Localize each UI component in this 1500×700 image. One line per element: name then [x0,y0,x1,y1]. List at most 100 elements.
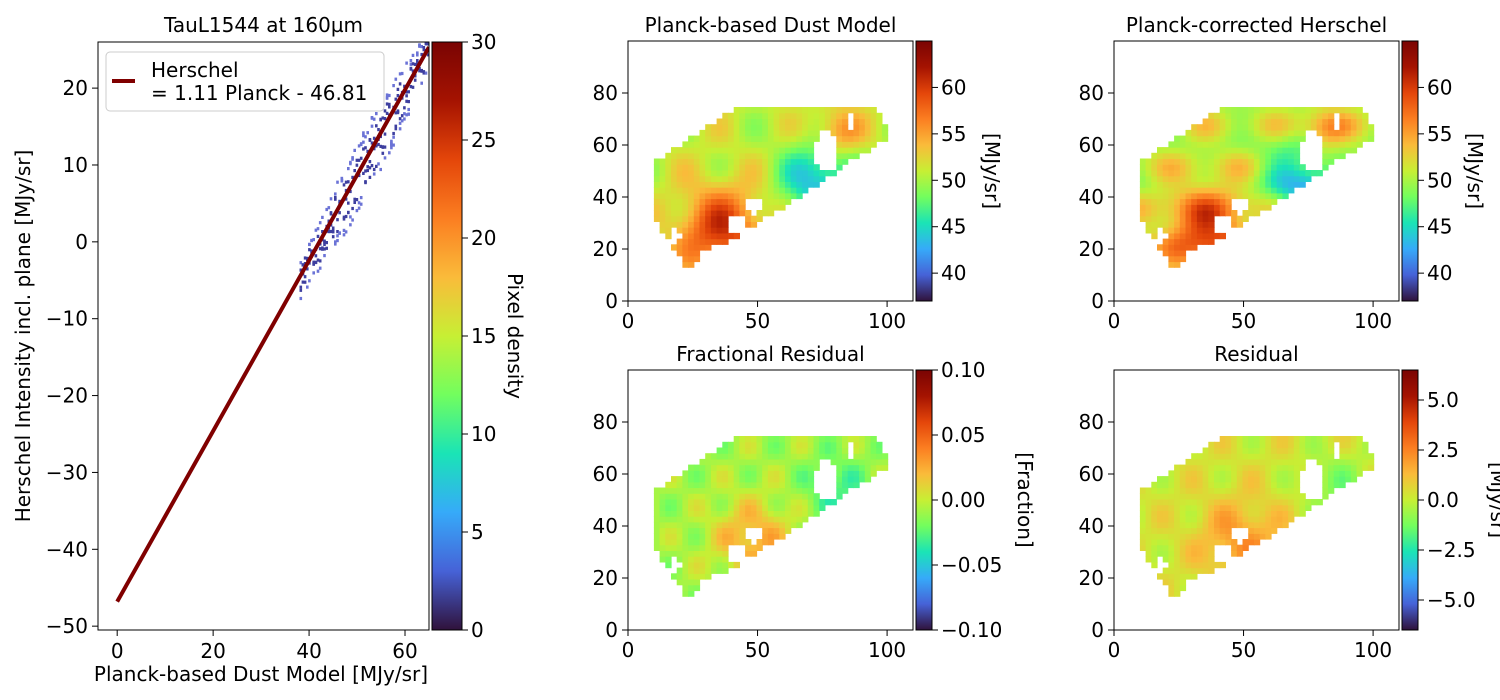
density-cell [323,254,326,258]
colorbar-tick-label: 30 [471,30,496,54]
map-cell [881,135,889,142]
x-tick-label: 20 [200,639,225,663]
map-cell [1322,124,1329,131]
map-cell [1225,510,1232,517]
map-cell [762,464,769,471]
map-cell [1345,112,1352,120]
map-cell [1191,533,1198,540]
map-cell [739,539,746,546]
map-cell [693,584,701,592]
map-cell [790,516,797,523]
map-cell [1236,464,1244,471]
map-cell [693,567,701,574]
map-cell [665,550,672,557]
map-cell [1253,436,1261,443]
map-cell [1214,504,1221,511]
x-tick-label: 0 [111,639,124,663]
y-tick-label: 80 [1079,81,1104,105]
map-cell [779,112,786,120]
density-cell [385,96,389,100]
map-cell [1282,124,1289,131]
map-cell [705,147,712,154]
map-cell [1305,447,1312,454]
map-cell [1271,493,1278,500]
map-cell [671,533,678,540]
map-cell [659,187,666,194]
map-cell [728,129,735,137]
map-cell [1282,192,1289,200]
map-cell [699,516,706,523]
map-cell [705,158,712,165]
map-cell [1236,476,1244,483]
map-cell [1288,453,1295,460]
map-cell [1282,135,1289,142]
map-cell [779,533,786,540]
map-cell [767,441,775,449]
density-cell [390,139,393,143]
map-cell [728,192,735,200]
map-cell [1282,170,1289,177]
map-cell [824,170,832,177]
map-cell [671,516,678,523]
residual-axes-frame [1113,369,1400,631]
map-cell [1208,181,1215,188]
density-cell [413,74,417,78]
map-cell [671,147,678,154]
map-cell [1162,544,1169,551]
map-cell [688,147,695,154]
map-cell [1259,533,1266,540]
map-cell [1253,487,1261,494]
map-cell [756,141,763,148]
map-cell [659,198,666,205]
map-cell [853,453,860,460]
map-cell [756,476,763,483]
map-cell [1208,129,1215,137]
map-cell [1219,436,1226,443]
density-cell [403,117,406,121]
map-cell [1139,539,1147,546]
map-cell [745,476,752,483]
map-cell [676,164,683,171]
map-cell [1225,118,1232,125]
map-cell [842,158,849,165]
map-cell [773,527,780,534]
map-cell [1168,590,1175,597]
map-cell [836,436,843,443]
map-cell [1293,481,1301,489]
map-cell [824,112,832,120]
map-cell [671,192,678,200]
map-cell [1162,175,1169,182]
map-cell [1242,464,1249,471]
map-cell [779,164,786,171]
map-cell [1333,141,1340,148]
map-cell [1174,499,1181,506]
map-cell [813,453,820,460]
map-cell [1157,550,1164,557]
map-cell [813,458,820,466]
map-cell [819,170,826,177]
map-cell [716,561,723,569]
map-cell [722,544,729,551]
map-cell [1174,244,1181,251]
map-cell [750,447,758,454]
map-cell [733,464,740,471]
map-cell [785,527,792,534]
map-cell [807,436,815,443]
map-cell [1362,118,1369,125]
density-cell [372,136,376,140]
map-cell [1191,187,1198,194]
map-cell [813,510,820,517]
map-cell [676,175,683,182]
map-cell [819,107,826,114]
map-cell [773,198,780,205]
map-cell [870,118,877,125]
density-cell [407,107,410,112]
map-cell [1248,447,1255,454]
map-cell [1265,164,1272,171]
map-cell [653,510,661,517]
map-cell [785,481,792,489]
map-cell [705,227,712,234]
map-cell [1214,112,1221,120]
